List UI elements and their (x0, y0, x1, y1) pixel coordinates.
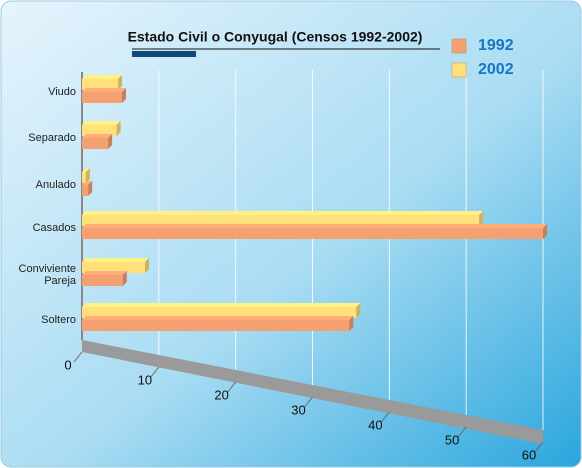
bar-top (82, 121, 121, 125)
bar (82, 134, 113, 149)
bar-end (349, 316, 354, 331)
bar (82, 121, 121, 136)
legend-swatch (451, 62, 467, 78)
chart-title: Estado Civil o Conyugal (Censos 1992-200… (128, 29, 423, 45)
bar (82, 211, 484, 226)
bar-front (82, 172, 86, 183)
bar-end (85, 168, 90, 183)
bar (82, 181, 93, 196)
bar-top (82, 75, 123, 79)
y-tick-label: Conviviente Pareja (18, 263, 76, 287)
x-tick-label: 60 (522, 447, 536, 462)
bar-end (356, 303, 361, 318)
x-tick-label: 30 (291, 402, 305, 417)
tick-mark (534, 441, 544, 453)
bar-top (82, 181, 93, 185)
bar-end (108, 134, 113, 149)
axis-floor (82, 340, 543, 444)
bar-front (82, 262, 146, 273)
bar-top (82, 88, 126, 92)
bar (82, 258, 150, 273)
y-tick-label: Anulado (35, 179, 76, 191)
bar-top (82, 134, 113, 138)
bar-end (145, 258, 150, 273)
x-tick-label: 40 (368, 417, 382, 432)
bar (82, 271, 127, 286)
bar-front (82, 125, 117, 136)
bar-end (88, 181, 93, 196)
bar-front (82, 320, 350, 331)
bar-front (82, 138, 109, 149)
bar-end (118, 75, 123, 90)
x-tick-label: 50 (445, 432, 459, 447)
legend-swatch (451, 38, 467, 54)
x-tick-label: 0 (64, 357, 71, 372)
y-tick-label: Soltero (41, 314, 76, 326)
bar-top (82, 271, 127, 275)
bar-front (82, 228, 543, 239)
bar (82, 168, 90, 183)
x-tick-label: 20 (214, 387, 228, 402)
bar (82, 75, 123, 90)
bar-end (543, 224, 547, 239)
legend-label: 1992 (478, 37, 514, 54)
tick-mark (304, 396, 313, 408)
bar-end (122, 271, 127, 286)
bar-front (82, 92, 122, 103)
bar (82, 316, 354, 331)
tick-mark (380, 411, 390, 423)
bar (82, 88, 126, 103)
tick-mark (150, 366, 160, 378)
bar-front (82, 307, 357, 318)
legend-label: 2002 (478, 61, 514, 78)
bar-top (82, 316, 354, 320)
bar (82, 303, 361, 318)
bar-top (82, 224, 547, 228)
y-tick-label: Separado (28, 132, 76, 144)
bar-top (82, 303, 361, 307)
bar-front (82, 185, 89, 196)
tick-mark (227, 381, 237, 393)
bar-end (479, 211, 484, 226)
bar-front (82, 79, 119, 90)
bar-front (82, 275, 123, 286)
bar-top (82, 258, 150, 262)
x-tick-label: 10 (138, 372, 152, 387)
tick-mark (457, 426, 467, 438)
y-tick-label: Casados (32, 222, 76, 234)
tick-mark (73, 351, 83, 363)
bar (82, 224, 547, 239)
y-tick-label: Viudo (48, 86, 76, 98)
bar-end (116, 121, 121, 136)
bar-top (82, 168, 90, 172)
bar-top (82, 211, 484, 215)
bar-front (82, 215, 480, 226)
bar-end (121, 88, 126, 103)
title-accent (132, 51, 196, 57)
